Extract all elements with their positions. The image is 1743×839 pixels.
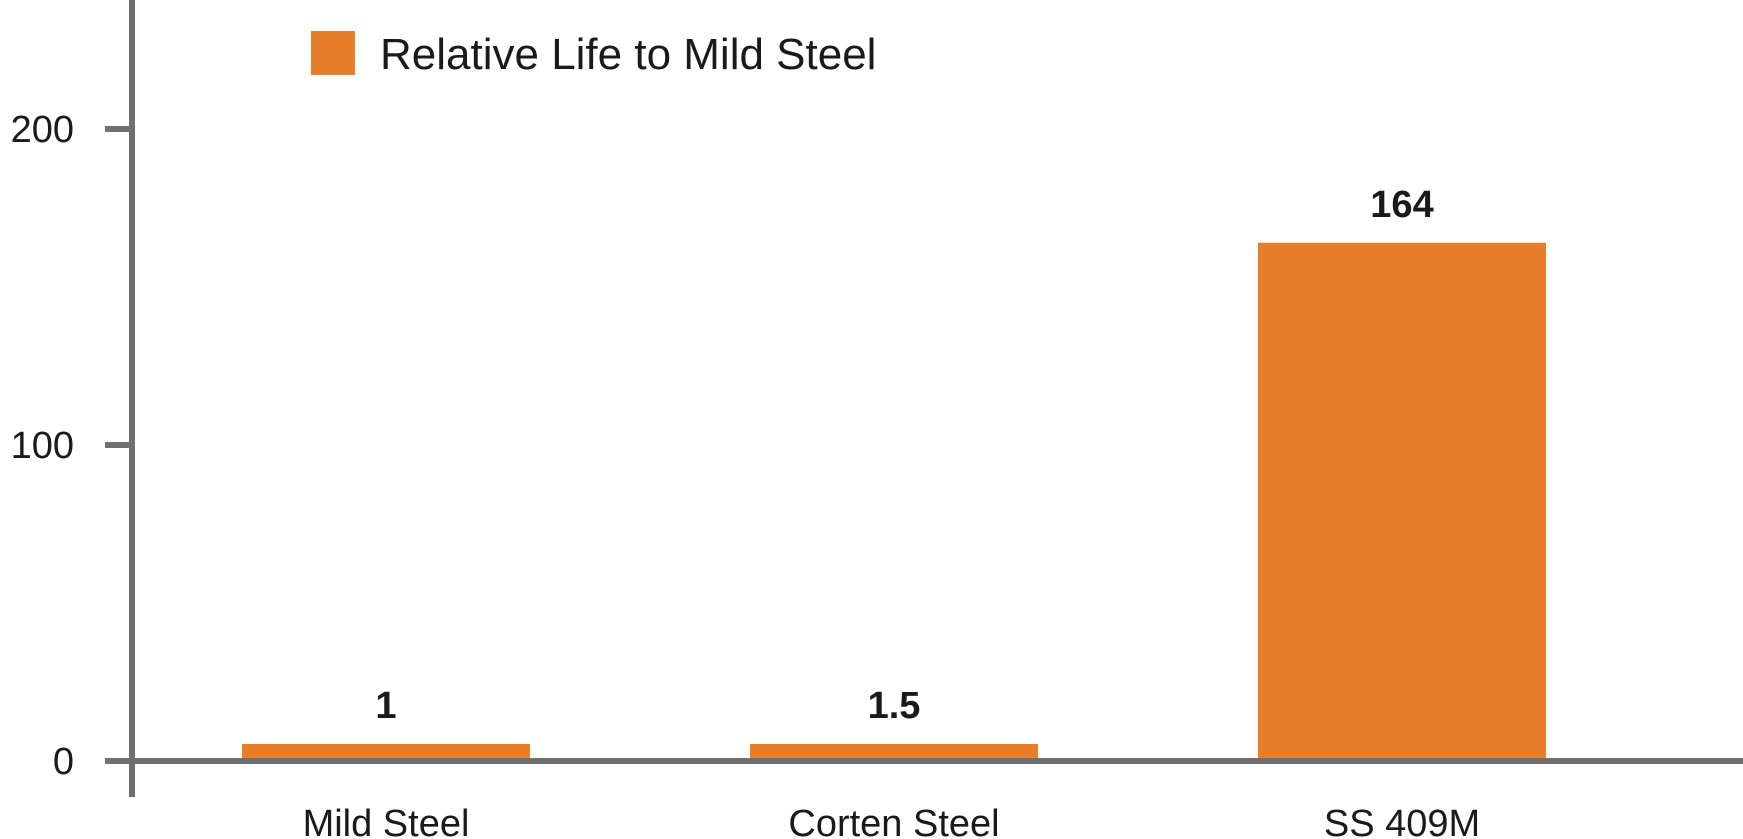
y-tick-label: 0 (53, 741, 74, 783)
legend-label: Relative Life to Mild Steel (380, 30, 876, 79)
x-category-label: SS 409M (1324, 803, 1480, 839)
bar-mild-steel (242, 744, 530, 761)
bar-ss-409m (1258, 242, 1546, 761)
legend-swatch (311, 31, 355, 75)
legend: Relative Life to Mild Steel (311, 30, 876, 79)
data-label: 1 (375, 685, 396, 727)
data-label: 1.5 (868, 685, 921, 727)
y-tick-label: 200 (11, 109, 74, 151)
plot-area: 1 1.5 164 0 100 200 Mild Steel Corten Steel SS 4… (11, 0, 1743, 839)
y-tick-label: 100 (11, 425, 74, 467)
x-category-label: Mild Steel (303, 803, 470, 839)
bar-corten-steel (750, 744, 1038, 761)
data-label: 164 (1370, 184, 1433, 226)
x-category-label: Corten Steel (788, 803, 999, 839)
